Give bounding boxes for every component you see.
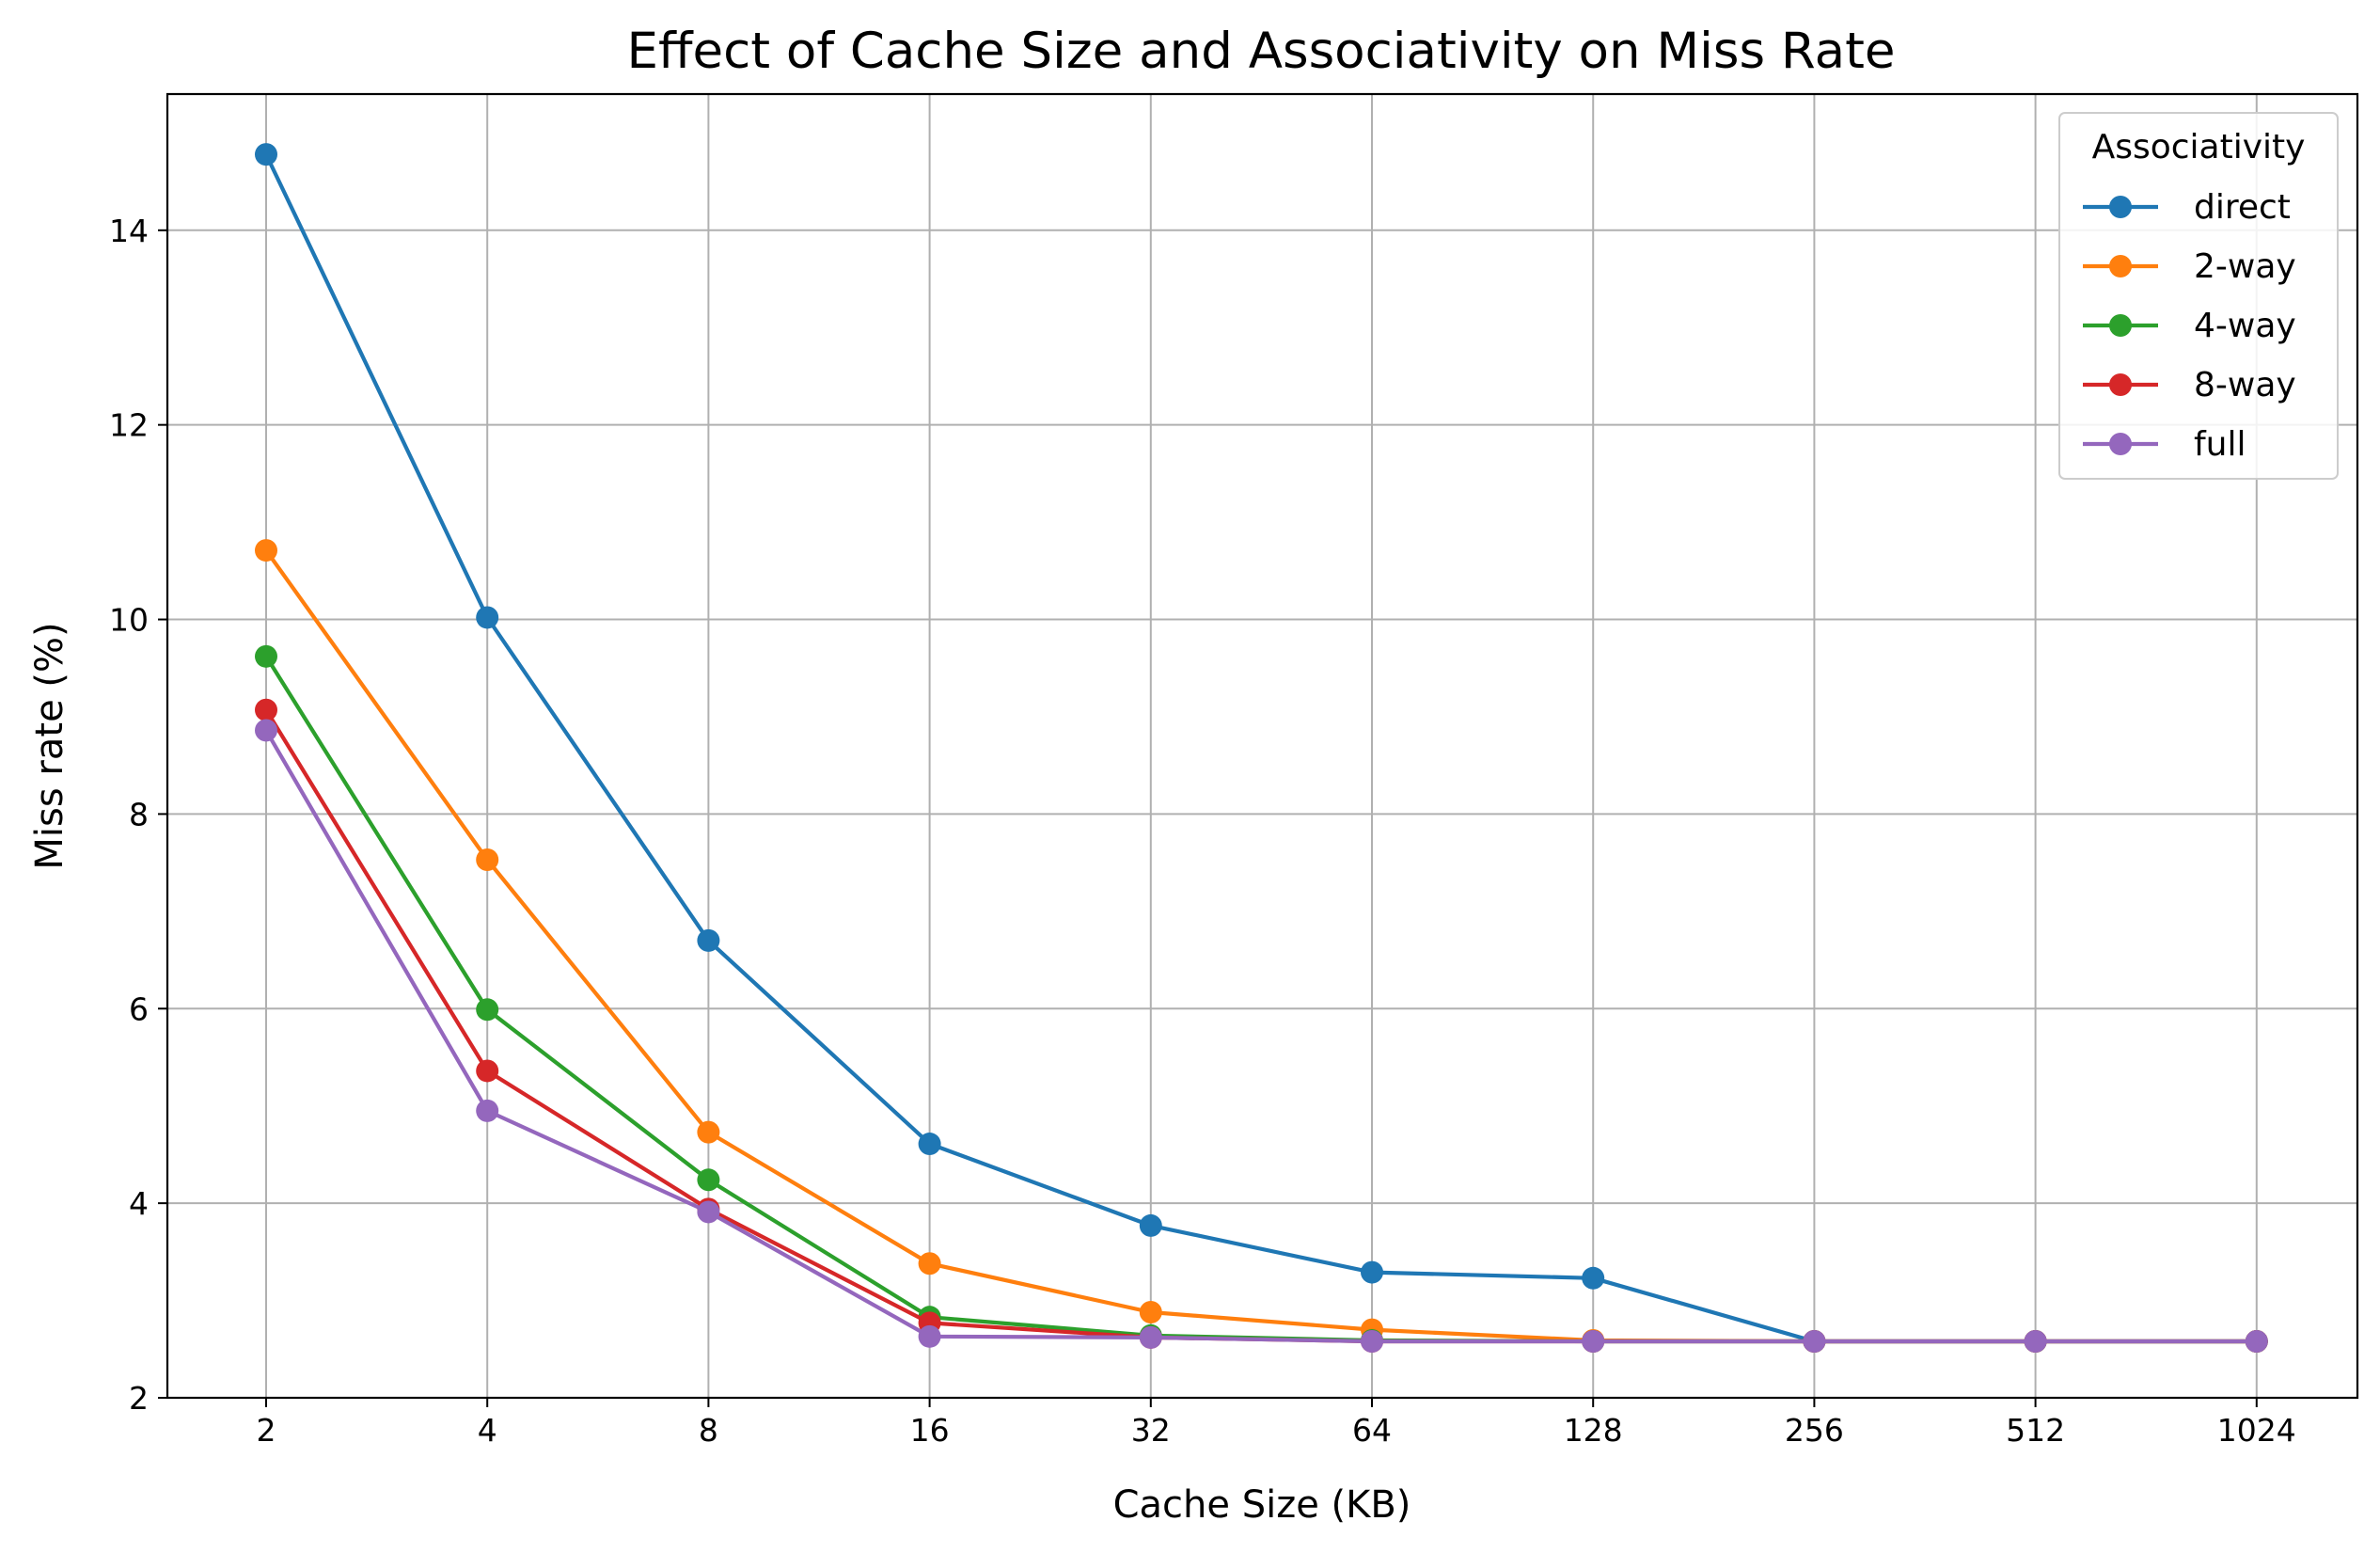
legend-label: 2-way [2194,247,2296,286]
data-point [2024,1330,2047,1354]
x-tick-label: 32 [1131,1412,1171,1449]
data-point [476,1059,499,1083]
x-tick-label: 8 [699,1412,718,1449]
legend-marker [2109,373,2132,396]
x-tick-label: 16 [910,1412,950,1449]
series-layer [255,143,2268,1354]
y-tick-label: 12 [109,407,149,444]
legend-marker [2109,255,2132,277]
y-tick-label: 8 [129,796,149,832]
data-point [476,998,499,1022]
legend-item-full: full [2083,425,2246,464]
legend-box [2058,112,2339,480]
y-tick-label: 10 [109,602,149,639]
x-tick-label: 1024 [2217,1412,2296,1449]
data-point [697,1200,720,1224]
y-axis-label: Miss rate (%) [28,622,71,869]
data-point [1361,1260,1383,1284]
data-point [918,1133,941,1156]
data-point [918,1252,941,1276]
data-point [918,1324,941,1348]
x-axis-label: Cache Size (KB) [1113,1483,1411,1527]
legend-item-direct: direct [2083,188,2291,227]
legend-item-4-way: 4-way [2083,307,2296,345]
data-point [1361,1330,1383,1354]
legend: Associativity direct 2-way 4-way 8-way full [2058,112,2339,480]
legend-marker [2109,314,2132,337]
x-tick-label: 512 [2006,1412,2065,1449]
data-point [255,719,277,742]
legend-marker [2109,433,2132,455]
x-tick-label: 128 [1564,1412,1623,1449]
x-tick-label: 4 [478,1412,497,1449]
data-point [697,1168,720,1192]
data-point [255,698,277,721]
data-point [476,1099,499,1122]
data-point [697,1120,720,1144]
legend-label: 8-way [2194,366,2296,404]
series-full [255,719,2268,1354]
data-point [1582,1266,1605,1290]
series-line [263,727,2259,1344]
data-point [255,539,277,563]
data-point [255,143,277,166]
x-tick-label: 256 [1785,1412,1844,1449]
legend-title: Associativity [2092,128,2306,166]
data-point [697,928,720,952]
data-point [1582,1330,1605,1354]
data-point [476,848,499,872]
data-point [476,606,499,629]
legend-label: 4-way [2194,307,2296,345]
y-axis: 2 4 6 8 10 12 14 [109,213,167,1417]
plot-area-frame [165,92,2359,1400]
legend-label: full [2194,425,2246,464]
data-point [1139,1300,1162,1323]
y-tick-label: 4 [129,1185,149,1222]
x-tick-label: 2 [257,1412,276,1449]
data-point [1803,1330,1826,1354]
data-point [255,644,277,668]
y-tick-label: 2 [129,1380,149,1417]
y-tick-label: 14 [109,213,149,249]
x-tick-label: 64 [1352,1412,1392,1449]
data-point [1139,1325,1162,1349]
data-point [2245,1330,2268,1354]
legend-items: direct 2-way 4-way 8-way full [2083,188,2296,464]
chart-title: Effect of Cache Size and Associativity o… [627,23,1896,80]
legend-marker [2109,196,2132,218]
legend-item-8-way: 8-way [2083,366,2296,404]
legend-label: direct [2194,188,2291,227]
data-point [1139,1213,1162,1237]
y-tick-label: 6 [129,990,149,1027]
legend-item-2-way: 2-way [2083,247,2296,286]
x-axis: 2 4 8 16 32 64 128 256 512 1024 [257,1398,2296,1449]
